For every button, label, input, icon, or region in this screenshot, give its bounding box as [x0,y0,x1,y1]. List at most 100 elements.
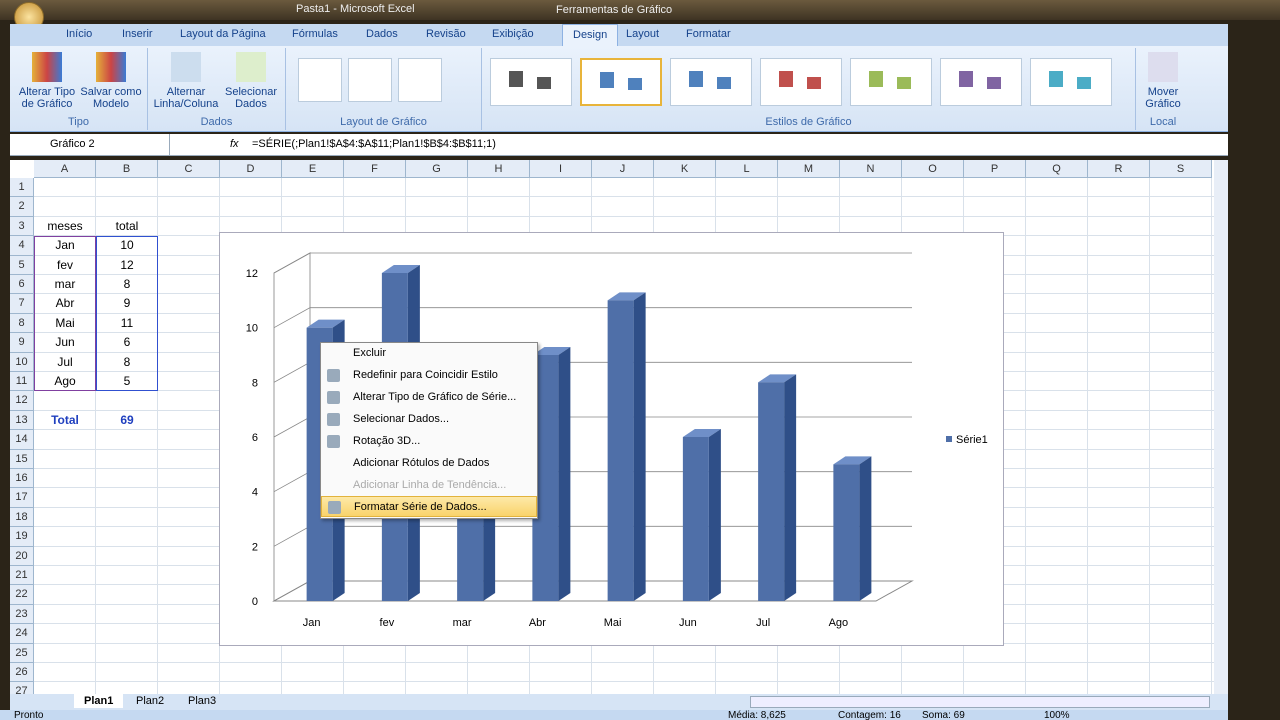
switch-row-column-button[interactable]: Alternar Linha/Coluna [152,52,220,110]
sheet-tab-Plan2[interactable]: Plan2 [136,695,165,707]
cell-total[interactable]: 8 [123,277,131,291]
chart-style-4[interactable] [760,58,842,106]
tab-inserir[interactable]: Inserir [122,28,153,40]
formula-input[interactable]: =SÉRIE(;Plan1!$A$4:$A$11;Plan1!$B$4:$B$1… [252,138,496,150]
total-label[interactable]: Total [51,412,79,427]
row-header-16[interactable]: 16 [10,469,34,489]
menu-item-0[interactable]: Excluir [321,343,537,364]
row-header-23[interactable]: 23 [10,604,34,625]
cell-month[interactable]: Abr [55,296,75,311]
bar-side-Jun[interactable] [708,429,721,601]
cell-total[interactable]: 5 [123,374,131,388]
tab-exibição[interactable]: Exibição [492,28,534,40]
row-header-7[interactable]: 7 [10,294,34,314]
column-header-F[interactable]: F [344,160,406,178]
cell-total[interactable]: 9 [123,296,131,311]
layout-thumb[interactable] [298,58,342,102]
column-header-N[interactable]: N [840,160,902,178]
bar-top-Jul[interactable] [758,374,797,383]
header-meses[interactable]: meses [47,218,83,233]
chart[interactable]: 0 2 4 6 8 10 12 Jan fev mar Abr Mai Jun Jul Ago Série1 [219,232,1004,646]
column-header-S[interactable]: S [1150,160,1212,178]
column-header-B[interactable]: B [96,160,158,178]
cell-total[interactable]: 10 [120,238,134,253]
menu-item-4[interactable]: Rotação 3D... [321,431,537,452]
bar-side-Abr[interactable] [558,347,571,601]
row-header-3[interactable]: 3 [10,216,34,237]
chart-style-5[interactable] [850,58,932,106]
legend-label[interactable]: Série1 [956,434,988,446]
zoom-level[interactable]: 100% [1044,710,1070,720]
column-header-I[interactable]: I [530,160,592,178]
row-header-14[interactable]: 14 [10,430,34,450]
sheet-tab-Plan1[interactable]: Plan1 [74,694,124,708]
select-data-button[interactable]: Selecionar Dados [220,52,282,110]
menu-item-1[interactable]: Redefinir para Coincidir Estilo [321,365,537,386]
cell-total[interactable]: 8 [123,354,131,369]
menu-item-3[interactable]: Selecionar Dados... [321,409,537,430]
bar-Jun[interactable] [682,437,709,601]
cell-total[interactable]: 12 [120,257,134,272]
tab-fórmulas[interactable]: Fórmulas [292,28,338,40]
row-header-9[interactable]: 9 [10,333,34,353]
tab-layout[interactable]: Layout [626,28,660,40]
menu-item-5[interactable]: Adicionar Rótulos de Dados [321,453,537,474]
chart-style-1[interactable] [490,58,572,106]
bar-top-Jun[interactable] [682,429,721,437]
row-header-25[interactable]: 25 [10,643,34,663]
cell-month[interactable]: Jan [55,238,75,253]
tab-início[interactable]: Início [66,28,93,40]
row-header-24[interactable]: 24 [10,624,34,644]
bar-top-Ago[interactable] [833,456,872,465]
bar-side-Ago[interactable] [859,456,872,601]
tab-dados[interactable]: Dados [366,28,398,40]
column-header-C[interactable]: C [158,160,220,178]
cell-month[interactable]: mar [54,277,76,291]
column-header-O[interactable]: O [902,160,964,178]
move-chart-button[interactable]: Mover Gráfico [1138,52,1188,110]
row-header-10[interactable]: 10 [10,352,34,372]
row-header-19[interactable]: 19 [10,527,34,547]
tab-design[interactable]: Design [562,24,619,46]
row-header-4[interactable]: 4 [10,236,34,256]
save-template-button[interactable]: Salvar como Modelo [78,52,144,110]
layout-thumb[interactable] [348,58,392,102]
bar-side-Jul[interactable] [784,374,797,601]
row-header-2[interactable]: 2 [10,197,34,217]
bar-top-fev[interactable] [381,265,420,273]
column-header-P[interactable]: P [964,160,1026,178]
column-header-D[interactable]: D [220,160,282,178]
name-box[interactable]: Gráfico 2 [10,134,170,156]
bar-top-Jan[interactable] [306,319,345,328]
row-header-26[interactable]: 26 [10,663,34,683]
bar-Jul[interactable] [758,382,785,601]
tab-formatar[interactable]: Formatar [686,28,731,40]
row-header-15[interactable]: 15 [10,449,34,469]
header-total[interactable]: total [115,218,139,233]
row-header-22[interactable]: 22 [10,585,34,605]
bar-Ago[interactable] [833,464,860,601]
column-header-L[interactable]: L [716,160,778,178]
column-header-M[interactable]: M [778,160,840,178]
menu-item-2[interactable]: Alterar Tipo de Gráfico de Série... [321,387,537,408]
horizontal-scrollbar[interactable] [750,696,1210,708]
row-header-6[interactable]: 6 [10,275,34,295]
column-header-K[interactable]: K [654,160,716,178]
chart-style-7[interactable] [1030,58,1112,106]
row-header-12[interactable]: 12 [10,391,34,411]
bar-side-Mai[interactable] [633,292,646,601]
row-header-20[interactable]: 20 [10,546,34,566]
column-header-A[interactable]: A [34,160,96,178]
column-header-H[interactable]: H [468,160,530,178]
cell-month[interactable]: Ago [54,374,76,388]
row-header-5[interactable]: 5 [10,255,34,275]
cell-total[interactable]: 11 [120,315,134,330]
change-chart-type-button[interactable]: Alterar Tipo de Gráfico [14,52,80,110]
column-header-Q[interactable]: Q [1026,160,1088,178]
vertical-scrollbar[interactable] [1214,160,1228,694]
cell-total[interactable]: 6 [123,335,131,350]
chart-style-3[interactable] [670,58,752,106]
column-header-E[interactable]: E [282,160,344,178]
sheet-tab-Plan3[interactable]: Plan3 [188,695,217,707]
column-header-R[interactable]: R [1088,160,1150,178]
